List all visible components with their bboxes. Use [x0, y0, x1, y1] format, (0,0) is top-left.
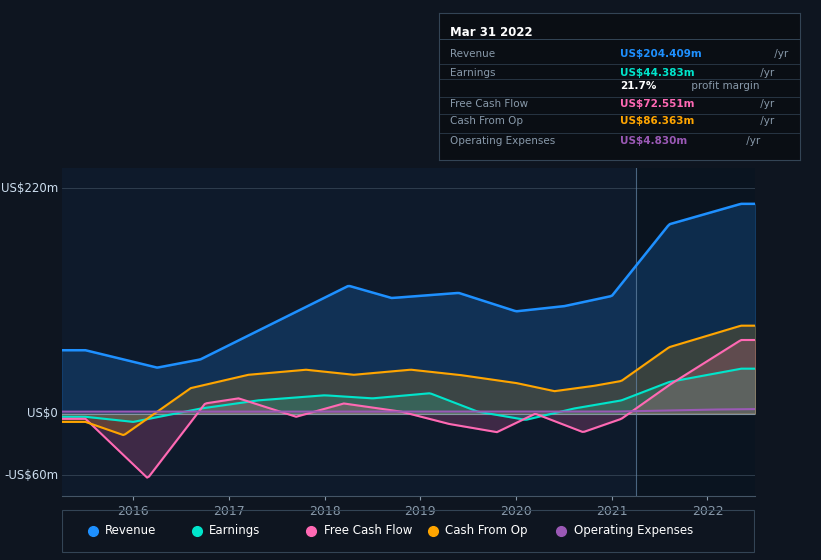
Text: US$44.383m: US$44.383m	[620, 68, 695, 78]
Text: US$4.830m: US$4.830m	[620, 136, 687, 146]
Text: Cash From Op: Cash From Op	[450, 116, 523, 127]
Text: /yr: /yr	[757, 116, 774, 127]
Text: /yr: /yr	[771, 49, 788, 59]
Text: /yr: /yr	[743, 136, 760, 146]
Text: Operating Expenses: Operating Expenses	[574, 524, 693, 537]
Text: US$220m: US$220m	[1, 182, 58, 195]
Text: US$72.551m: US$72.551m	[620, 99, 695, 109]
Text: Mar 31 2022: Mar 31 2022	[450, 26, 533, 39]
Text: US$86.363m: US$86.363m	[620, 116, 695, 127]
Text: /yr: /yr	[757, 99, 774, 109]
Bar	[635, 168, 755, 496]
Text: 21.7%: 21.7%	[620, 81, 656, 91]
Text: Revenue: Revenue	[450, 49, 495, 59]
Text: Cash From Op: Cash From Op	[445, 524, 528, 537]
Text: US$204.409m: US$204.409m	[620, 49, 702, 59]
Text: Free Cash Flow: Free Cash Flow	[450, 99, 528, 109]
Text: /yr: /yr	[757, 68, 774, 78]
Text: Earnings: Earnings	[450, 68, 496, 78]
Text: Operating Expenses: Operating Expenses	[450, 136, 555, 146]
Text: -US$60m: -US$60m	[4, 469, 58, 482]
Text: profit margin: profit margin	[689, 81, 760, 91]
Text: Revenue: Revenue	[105, 524, 157, 537]
Text: Earnings: Earnings	[209, 524, 261, 537]
Text: Free Cash Flow: Free Cash Flow	[323, 524, 412, 537]
Text: US$0: US$0	[27, 407, 58, 420]
